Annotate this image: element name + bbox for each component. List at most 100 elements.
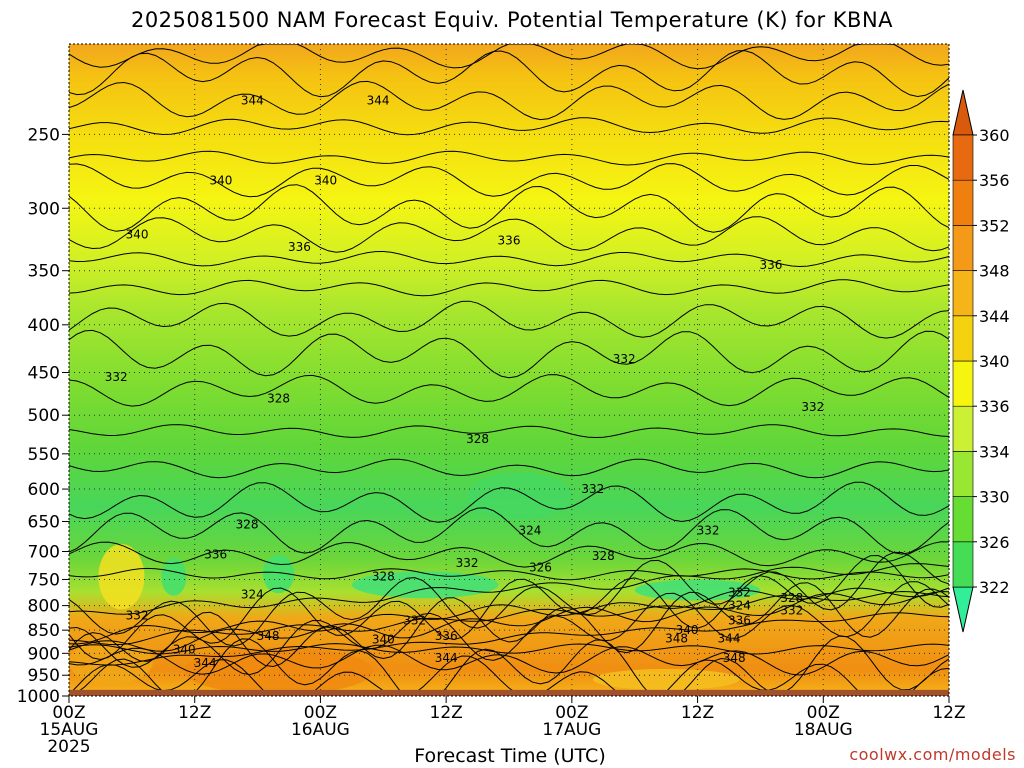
contour-line bbox=[69, 541, 949, 568]
contour-label: 328 bbox=[267, 392, 290, 406]
contour-label: 328 bbox=[592, 549, 615, 563]
x-tick-label: 16AUG bbox=[291, 720, 350, 740]
colorbar-segment bbox=[952, 496, 974, 543]
contour-label: 324 bbox=[518, 524, 541, 538]
contour-label: 340 bbox=[209, 173, 232, 187]
x-tick-label: 12Z bbox=[681, 703, 714, 723]
contour-label: 344 bbox=[718, 632, 741, 646]
colorbar-segment bbox=[952, 405, 974, 452]
contour-label: 332 bbox=[403, 614, 426, 628]
contour-label: 344 bbox=[435, 651, 458, 665]
x-tick-label: 12Z bbox=[932, 703, 965, 723]
contour-line bbox=[69, 117, 949, 136]
ground-fill bbox=[69, 689, 949, 696]
colorbar-label: 322 bbox=[979, 578, 1010, 597]
contour-label: 324 bbox=[241, 587, 264, 601]
x-tick-label: 12Z bbox=[430, 703, 463, 723]
contour-line bbox=[69, 507, 949, 555]
y-tick-label: 750 bbox=[28, 570, 60, 590]
field-patch bbox=[184, 647, 373, 695]
contour-label: 340 bbox=[676, 623, 699, 637]
y-tick-label: 500 bbox=[28, 406, 60, 426]
y-tick-label: 450 bbox=[28, 364, 60, 384]
contour-label: 332 bbox=[126, 609, 149, 623]
contour-line bbox=[69, 374, 949, 407]
contour-line bbox=[69, 481, 949, 523]
y-tick-label: 950 bbox=[28, 666, 60, 686]
y-tick-label: 850 bbox=[28, 621, 60, 641]
contour-label: 326 bbox=[529, 560, 552, 574]
colorbar-label: 334 bbox=[979, 442, 1010, 461]
field-patch bbox=[98, 544, 145, 610]
contour-label: 336 bbox=[728, 614, 751, 628]
colorbar-label: 352 bbox=[979, 216, 1010, 235]
y-tick-label: 700 bbox=[28, 543, 60, 563]
x-tick-label: 00Z bbox=[807, 703, 840, 723]
contour-label: 336 bbox=[498, 234, 521, 248]
colorbar-label: 356 bbox=[979, 171, 1010, 190]
contour-label: 340 bbox=[372, 633, 395, 647]
y-tick-label: 300 bbox=[28, 199, 60, 219]
x-tick-label: 00Z bbox=[52, 703, 85, 723]
y-tick-label: 350 bbox=[28, 262, 60, 282]
contour-line bbox=[69, 458, 949, 479]
contour-line bbox=[69, 329, 949, 379]
contour-label: 332 bbox=[697, 524, 720, 538]
x-tick-label: 00Z bbox=[555, 703, 588, 723]
contour-line bbox=[69, 424, 949, 439]
contour-label: 332 bbox=[581, 482, 604, 496]
colorbar-label: 330 bbox=[979, 488, 1010, 507]
contour-label: 332 bbox=[780, 604, 803, 618]
colorbar-segment bbox=[952, 451, 974, 497]
contour-line bbox=[69, 279, 949, 297]
field-patch bbox=[69, 640, 153, 685]
contour-line bbox=[69, 150, 949, 166]
colorbar-extend-high bbox=[952, 89, 974, 136]
contour-label: 332 bbox=[105, 370, 128, 384]
colorbar-extend-low bbox=[952, 586, 974, 633]
contour-label: 332 bbox=[456, 556, 479, 570]
contour-label: 328 bbox=[466, 432, 489, 446]
contour-line bbox=[69, 581, 949, 676]
x-axis-label: Forecast Time (UTC) bbox=[414, 745, 606, 767]
y-tick-label: 550 bbox=[28, 445, 60, 465]
field-patch bbox=[592, 668, 740, 691]
colorbar-label: 348 bbox=[979, 262, 1010, 281]
plot-frame bbox=[68, 43, 950, 697]
colorbar-label: 340 bbox=[979, 352, 1010, 371]
y-tick-label: 400 bbox=[28, 316, 60, 336]
contour-label: 336 bbox=[288, 240, 311, 254]
contour-line bbox=[69, 184, 949, 233]
contour-label: 332 bbox=[801, 400, 824, 414]
field-patch bbox=[634, 579, 761, 601]
y-tick-label: 250 bbox=[28, 125, 60, 145]
y-tick-label: 1000 bbox=[17, 687, 60, 707]
contour-label: 328 bbox=[780, 591, 803, 605]
y-tick-label: 800 bbox=[28, 597, 60, 617]
x-tick-label: 12Z bbox=[178, 703, 211, 723]
contour-label: 328 bbox=[236, 518, 259, 532]
contour-label: 340 bbox=[314, 173, 337, 187]
colorbar-segment bbox=[952, 134, 974, 181]
colorbar-label: 336 bbox=[979, 397, 1010, 416]
contour-line bbox=[69, 591, 949, 652]
colorbar-label: 360 bbox=[979, 126, 1010, 145]
colorbar-label: 344 bbox=[979, 307, 1010, 326]
contour-label: 332 bbox=[728, 586, 751, 600]
y-tick-label: 600 bbox=[28, 480, 60, 500]
contour-line bbox=[69, 567, 949, 581]
colorbar-segment bbox=[952, 541, 974, 588]
contour-label: 340 bbox=[173, 643, 196, 657]
contour-line bbox=[69, 655, 949, 696]
contour-line bbox=[69, 250, 949, 268]
colorbar-segment bbox=[952, 315, 974, 362]
field-patch bbox=[467, 472, 572, 520]
contour-label: 348 bbox=[723, 651, 746, 665]
y-tick-label: 650 bbox=[28, 512, 60, 532]
contour-line bbox=[69, 80, 949, 121]
x-tick-label: 00Z bbox=[304, 703, 337, 723]
contour-label: 340 bbox=[126, 227, 149, 241]
x-tick-label: 15AUG bbox=[40, 720, 99, 740]
contour-label: 336 bbox=[204, 547, 227, 561]
